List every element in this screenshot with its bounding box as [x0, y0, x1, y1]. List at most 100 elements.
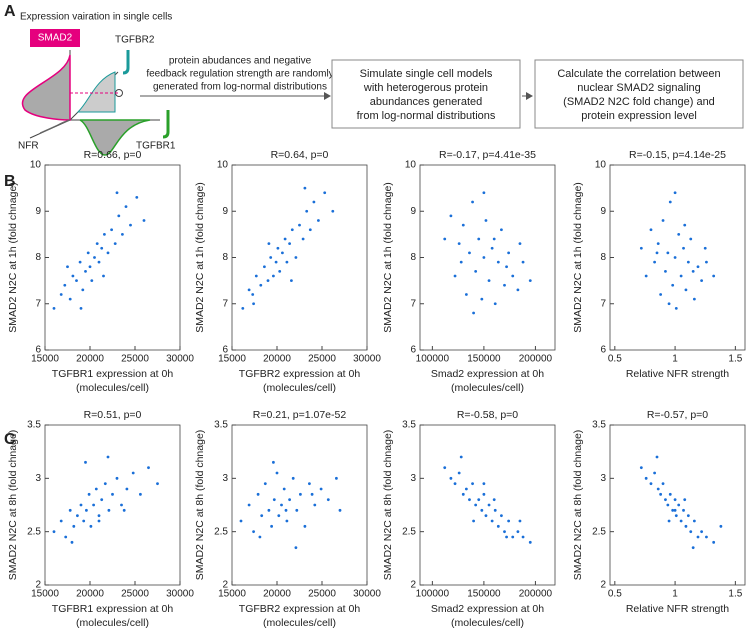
point [281, 251, 284, 255]
point [291, 476, 295, 480]
point [125, 487, 129, 491]
point [331, 209, 335, 213]
point [70, 540, 74, 544]
y-tick-label: 9 [600, 206, 606, 217]
point [528, 279, 532, 283]
distribution [79, 119, 151, 156]
point [696, 265, 700, 269]
point [692, 297, 696, 301]
x-axis-label: TGFBR2 expression at 0h [239, 603, 361, 615]
box-text: from log-normal distributions [357, 110, 496, 122]
point [115, 476, 119, 480]
point [274, 260, 278, 264]
plot-frame [419, 424, 556, 586]
smad2-box [30, 29, 80, 47]
point [667, 519, 671, 523]
point [251, 293, 255, 296]
x-tick-label: 30000 [166, 354, 194, 365]
point [464, 487, 468, 491]
point [464, 293, 468, 296]
point [310, 492, 314, 496]
y-axis-label: SMAD2 N2C at 8h (fold chnage) [194, 430, 206, 581]
plot-frame [44, 164, 181, 351]
x-tick-label: 0.5 [608, 354, 622, 365]
point [97, 514, 101, 518]
x-tick-label: 1 [672, 589, 678, 600]
point [493, 302, 497, 306]
point [653, 260, 656, 264]
box-text: with heterogerous protein [363, 82, 488, 94]
y-tick-label: 3 [35, 473, 41, 484]
x-tick-label: 0.5 [608, 589, 622, 600]
point [682, 246, 685, 250]
y-tick-label: 7 [35, 298, 41, 309]
point [59, 519, 63, 523]
x-tick-label: 20000 [76, 354, 104, 365]
x-tick-label: 150000 [467, 354, 501, 365]
point [120, 503, 123, 507]
panel-label: B [4, 173, 16, 190]
point [335, 476, 338, 480]
point [260, 514, 264, 518]
point [263, 265, 266, 269]
y-tick-label: 3.5 [592, 420, 606, 431]
point [106, 251, 110, 255]
point [639, 246, 643, 250]
point [135, 195, 139, 199]
point [659, 293, 663, 296]
x-tick-label: 20000 [263, 354, 291, 365]
point [298, 223, 301, 227]
box-text: Simulate single cell models [360, 68, 493, 80]
point [664, 269, 667, 273]
point [308, 228, 312, 232]
point [457, 471, 461, 475]
point [93, 256, 96, 259]
nfr-label: NFR [18, 141, 39, 152]
y-tick-label: 10 [30, 160, 42, 171]
point [480, 508, 484, 512]
y-tick-label: 6 [600, 345, 606, 356]
x-tick-label: 20000 [76, 589, 104, 600]
x-axis-label: (molecules/cell) [76, 382, 149, 394]
point [518, 242, 522, 246]
y-tick-label: 2 [410, 580, 416, 591]
y-tick-label: 2 [222, 580, 228, 591]
point [303, 524, 307, 528]
plot-title: R=0.51, p=0 [84, 409, 142, 421]
y-tick-label: 9 [222, 206, 228, 217]
point [52, 530, 56, 534]
point [490, 519, 494, 523]
x-tick-label: 30000 [353, 589, 381, 600]
tgfbr2-label: TGFBR2 [115, 35, 155, 46]
plot-frame [419, 164, 556, 351]
point [294, 256, 298, 259]
point [484, 514, 488, 518]
point [507, 251, 511, 255]
point [63, 283, 67, 287]
point [272, 460, 275, 464]
y-tick-label: 2.5 [214, 526, 228, 537]
point [111, 492, 114, 496]
point [259, 283, 263, 287]
point [263, 482, 267, 486]
point [471, 200, 474, 204]
point [474, 503, 478, 507]
diagram: Expression vairation in single cells SMA… [18, 12, 744, 156]
x-tick-label: 1 [672, 354, 678, 365]
point [482, 492, 486, 496]
point [684, 288, 688, 292]
x-axis-label: Relative NFR strength [626, 368, 729, 380]
point [270, 524, 273, 528]
point [79, 503, 83, 507]
point [87, 492, 91, 496]
y-tick-label: 2.5 [402, 526, 416, 537]
point [129, 223, 132, 227]
x-axis-label: (molecules/cell) [263, 617, 336, 629]
point [468, 251, 471, 255]
y-tick-label: 10 [595, 160, 607, 171]
point [674, 306, 678, 310]
point [487, 279, 491, 283]
y-tick-label: 6 [222, 345, 228, 356]
point [661, 482, 665, 486]
